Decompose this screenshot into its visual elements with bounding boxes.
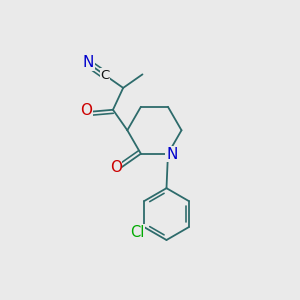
Text: N: N xyxy=(166,147,178,162)
Text: C: C xyxy=(100,69,110,82)
Text: N: N xyxy=(82,55,94,70)
Text: Cl: Cl xyxy=(130,225,145,240)
Text: O: O xyxy=(80,103,92,118)
Text: O: O xyxy=(110,160,122,175)
